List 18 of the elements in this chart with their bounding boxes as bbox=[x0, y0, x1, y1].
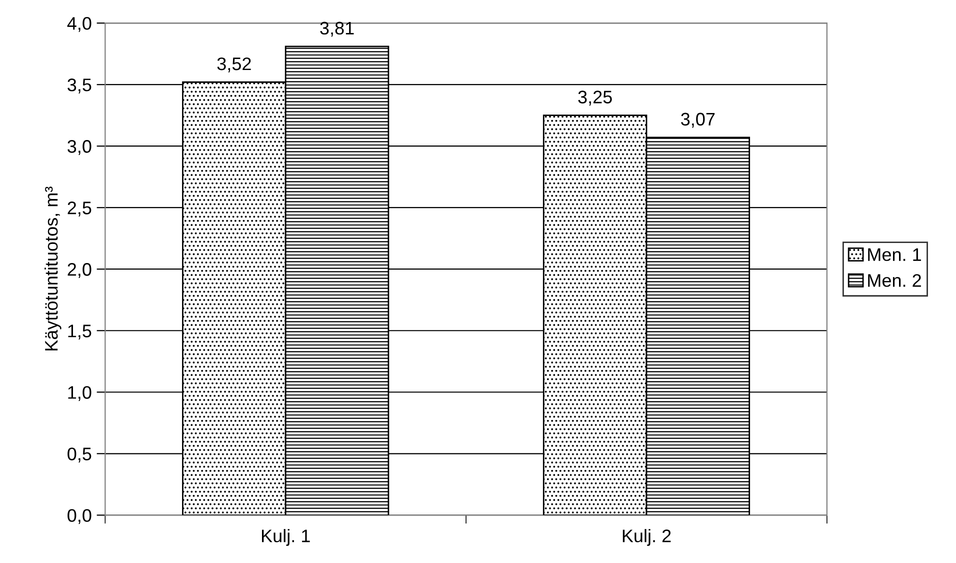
legend-label: Men. 1 bbox=[868, 248, 921, 262]
y-tick-label: 0,0 bbox=[68, 509, 92, 524]
y-tick-label: 1,0 bbox=[68, 386, 92, 401]
y-tick-label: 4,0 bbox=[67, 17, 92, 32]
data-label: 3,81 bbox=[320, 22, 354, 37]
y-tick-label: 3,0 bbox=[68, 140, 92, 155]
y-tick-label: 1,5 bbox=[68, 324, 92, 340]
x-tick-label: Kulj. 2 bbox=[622, 529, 671, 546]
y-tick-label: 3,5 bbox=[68, 78, 92, 94]
legend-label: Men. 2 bbox=[868, 274, 921, 287]
x-tick-label: Kulj. 1 bbox=[262, 529, 310, 546]
y-tick-label: 2,5 bbox=[68, 202, 92, 216]
data-label: 3,52 bbox=[217, 57, 251, 72]
data-label: 3,07 bbox=[681, 112, 715, 128]
y-tick-label: 0,5 bbox=[68, 448, 92, 462]
y-axis-title: Käyttötuntituotos, m³ bbox=[44, 186, 62, 350]
data-label: 3,25 bbox=[578, 90, 612, 106]
y-tick-label: 2,0 bbox=[68, 263, 92, 278]
